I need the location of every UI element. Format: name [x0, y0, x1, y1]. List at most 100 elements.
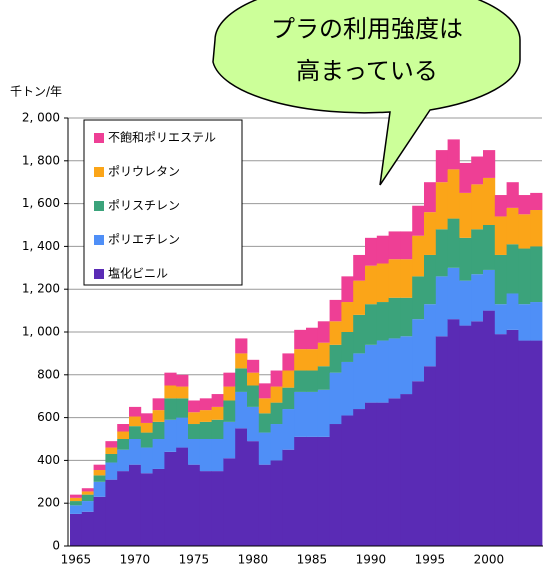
bar-segment [306, 349, 319, 371]
legend-swatch [94, 235, 104, 245]
bar-segment [353, 409, 366, 546]
bar-segment [306, 436, 319, 546]
legend-label: ポリウレタン [108, 165, 180, 179]
bar-segment [471, 184, 484, 230]
x-tick-label: 1980 [238, 553, 269, 567]
bar-segment [471, 229, 484, 275]
callout-bubble [212, 0, 521, 186]
bar-segment [211, 406, 224, 420]
bar-segment [164, 398, 177, 420]
bar-segment [400, 297, 413, 337]
bar-segment [317, 342, 330, 367]
x-tick-label: 1970 [120, 553, 151, 567]
bar-segment [518, 248, 531, 305]
bar-segment [223, 400, 236, 422]
x-tick-label: 1975 [179, 553, 210, 567]
bar-segment [199, 471, 212, 546]
bar-segment [270, 460, 283, 546]
bar-segment [223, 386, 236, 401]
bar-segment [81, 491, 94, 495]
bar-segment [129, 439, 142, 465]
bar-segment [223, 458, 236, 546]
bar-segment [188, 400, 201, 413]
bar-segment [317, 321, 330, 343]
bar-segment [400, 231, 413, 260]
bar-segment [435, 150, 448, 183]
bar-segment [235, 391, 248, 429]
bar-segment [105, 462, 118, 480]
bar-segment [365, 304, 378, 345]
bar-segment [412, 205, 425, 236]
bar-segment [365, 265, 378, 305]
bar-segment [518, 214, 531, 249]
bar-segment [188, 464, 201, 546]
bar-layer [70, 139, 543, 546]
y-tick-label: 2, 000 [22, 111, 60, 125]
bar-segment [247, 406, 260, 442]
bar-segment [235, 368, 248, 392]
bar-segment [329, 424, 342, 546]
y-tick-label: 800 [37, 367, 60, 381]
bar-segment [199, 398, 212, 411]
bar-segment [105, 479, 118, 546]
bar-segment [152, 398, 165, 411]
bar-segment [129, 416, 142, 427]
bar-segment [376, 302, 389, 341]
bar-segment [424, 212, 437, 255]
bar-segment [152, 468, 165, 546]
bar-segment [365, 344, 378, 403]
bar-segment [140, 473, 153, 546]
bar-segment [424, 304, 437, 367]
y-axis-label: 千トン/年 [10, 85, 62, 99]
bar-segment [129, 426, 142, 439]
bar-segment [388, 398, 401, 546]
bar-segment [317, 366, 330, 390]
bar-segment [270, 386, 283, 403]
bar-segment [140, 432, 153, 448]
bar-segment [105, 447, 118, 454]
x-tick-label: 1995 [415, 553, 446, 567]
bar-segment [81, 494, 94, 502]
bar-segment [506, 293, 519, 330]
bar-segment [105, 453, 118, 463]
bar-segment [235, 338, 248, 354]
bar-segment [329, 321, 342, 345]
bar-segment [188, 412, 201, 425]
bar-segment [199, 410, 212, 422]
bar-segment [329, 344, 342, 373]
y-tick-label: 400 [37, 453, 60, 467]
bar-segment [176, 374, 189, 387]
bar-segment [424, 182, 437, 213]
bar-segment [270, 370, 283, 387]
bar-segment [294, 391, 307, 437]
y-tick-label: 200 [37, 496, 60, 510]
bar-segment [506, 182, 519, 208]
bar-segment [317, 436, 330, 546]
bar-segment [424, 254, 437, 305]
bar-segment [258, 398, 271, 414]
bar-segment [317, 389, 330, 437]
bar-segment [329, 299, 342, 322]
bar-segment [530, 340, 543, 546]
x-tick-label: 1985 [297, 553, 328, 567]
bar-segment [223, 372, 236, 387]
bar-segment [93, 464, 106, 471]
bar-segment [353, 280, 366, 315]
bar-segment [211, 394, 224, 407]
bar-segment [483, 310, 496, 546]
bar-segment [412, 276, 425, 320]
bar-segment [70, 494, 83, 498]
bar-segment [506, 244, 519, 294]
bar-segment [93, 470, 106, 476]
bar-segment [435, 229, 448, 277]
bar-segment [353, 353, 366, 410]
legend-swatch [94, 269, 104, 279]
bar-segment [447, 319, 460, 546]
bar-segment [518, 340, 531, 546]
bar-segment [199, 439, 212, 472]
y-tick-label: 0 [52, 539, 60, 553]
bar-segment [294, 349, 307, 371]
bar-segment [471, 156, 484, 185]
bar-segment [412, 381, 425, 546]
bar-segment [81, 501, 94, 512]
